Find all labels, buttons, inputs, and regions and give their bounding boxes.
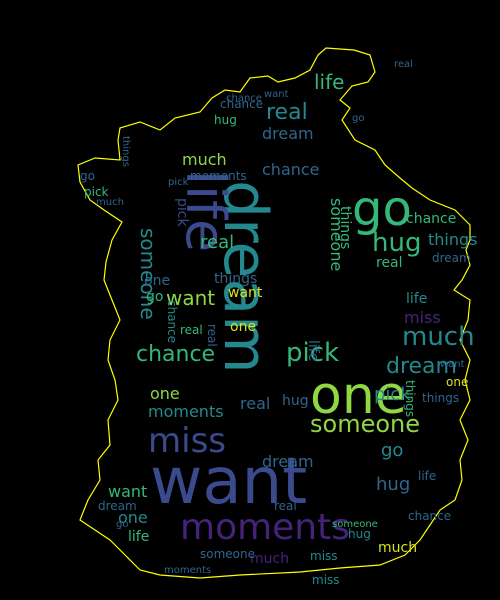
cloud-word-life: life bbox=[314, 70, 345, 94]
cloud-word-hug: hug bbox=[376, 474, 411, 495]
cloud-word-real: real bbox=[376, 255, 403, 271]
cloud-word-moments: moments bbox=[180, 507, 350, 548]
cloud-word-dream: dream bbox=[262, 452, 314, 471]
cloud-word-want: want bbox=[440, 359, 465, 370]
cloud-word-someone: someone bbox=[136, 228, 160, 320]
cloud-word-go: go bbox=[352, 181, 412, 237]
cloud-word-chance: chance bbox=[406, 211, 457, 227]
cloud-word-chance: chance bbox=[408, 509, 452, 523]
cloud-word-someone: someone bbox=[310, 410, 420, 438]
cloud-word-want: want bbox=[108, 482, 148, 501]
cloud-word-hug: hug bbox=[282, 393, 309, 409]
cloud-word-things: things bbox=[337, 206, 353, 250]
cloud-word-much: much bbox=[402, 322, 475, 352]
cloud-word-chance: chance bbox=[136, 342, 216, 367]
cloud-word-things: things bbox=[422, 391, 460, 405]
cloud-word-miss: miss bbox=[312, 573, 340, 587]
cloud-word-much: much bbox=[378, 540, 418, 556]
cloud-word-real: real bbox=[240, 394, 271, 413]
cloud-word-moments: moments bbox=[164, 565, 212, 576]
cloud-word-dream: dream bbox=[386, 354, 457, 379]
cloud-word-want: want bbox=[228, 285, 263, 301]
cloud-word-chance: chance bbox=[262, 160, 320, 179]
cloud-word-chance: chance bbox=[220, 97, 264, 111]
cloud-word-pick: pick bbox=[168, 177, 189, 188]
cloud-word-one: one bbox=[150, 384, 180, 403]
cloud-word-someone: someone bbox=[327, 198, 346, 272]
cloud-word-real: real bbox=[274, 499, 297, 513]
cloud-word-miss: miss bbox=[310, 549, 338, 563]
cloud-word-dream: dream bbox=[262, 124, 314, 143]
cloud-word-one: one bbox=[230, 319, 257, 335]
cloud-word-pick: pick bbox=[374, 384, 411, 405]
cloud-word-go: go bbox=[116, 519, 129, 530]
cloud-word-hug: hug bbox=[348, 527, 371, 541]
cloud-word-dream: dream bbox=[210, 180, 280, 374]
cloud-word-go: go bbox=[146, 289, 164, 305]
cloud-word-one: one bbox=[144, 273, 171, 289]
cloud-word-one: one bbox=[118, 508, 148, 527]
cloud-word-want: want bbox=[150, 445, 308, 519]
cloud-word-go: go bbox=[381, 440, 404, 461]
cloud-word-things: things bbox=[120, 136, 131, 167]
cloud-word-moments: moments bbox=[148, 402, 224, 421]
cloud-word-hug: hug bbox=[372, 228, 422, 258]
cloud-word-life: life bbox=[128, 529, 150, 545]
cloud-word-things: things bbox=[428, 230, 478, 249]
cloud-word-much: much bbox=[250, 551, 290, 567]
cloud-word-much: much bbox=[182, 150, 227, 169]
cloud-word-pick: pick bbox=[286, 338, 340, 368]
cloud-word-real: real bbox=[180, 323, 203, 337]
cloud-word-dream: dream bbox=[98, 499, 137, 513]
cloud-word-real: real bbox=[205, 324, 219, 347]
cloud-word-go: go bbox=[80, 169, 95, 183]
cloud-word-miss: miss bbox=[148, 421, 226, 461]
cloud-word-much: much bbox=[96, 197, 124, 208]
cloud-word-hug: hug bbox=[214, 113, 237, 127]
cloud-word-dream: dream bbox=[432, 251, 471, 265]
cloud-word-real: real bbox=[200, 232, 235, 253]
cloud-word-life: life bbox=[418, 469, 437, 483]
cloud-word-life: life bbox=[305, 340, 321, 362]
cloud-word-life: life bbox=[406, 291, 428, 307]
cloud-word-miss: miss bbox=[404, 308, 441, 327]
cloud-word-want: want bbox=[264, 89, 289, 100]
cloud-word-moments: moments bbox=[190, 169, 247, 183]
cloud-word-pick: pick bbox=[84, 185, 109, 199]
cloud-word-life: life bbox=[174, 170, 237, 253]
cloud-word-chance: chance bbox=[165, 300, 179, 344]
cloud-word-real: real bbox=[394, 59, 413, 70]
cloud-word-things: things bbox=[214, 271, 258, 287]
cloud-word-things: things bbox=[403, 380, 417, 418]
cloud-word-real: real bbox=[266, 100, 308, 125]
cloud-word-one: one bbox=[446, 375, 469, 389]
cloud-word-someone: someone bbox=[200, 547, 255, 561]
cloud-word-go: go bbox=[352, 113, 365, 124]
cloud-word-pick: pick bbox=[174, 198, 190, 227]
cloud-word-want: want bbox=[166, 286, 216, 310]
cloud-word-chance: chance bbox=[226, 93, 262, 104]
cloud-word-someone: someone bbox=[332, 519, 378, 530]
cloud-word-one: one bbox=[310, 366, 407, 426]
